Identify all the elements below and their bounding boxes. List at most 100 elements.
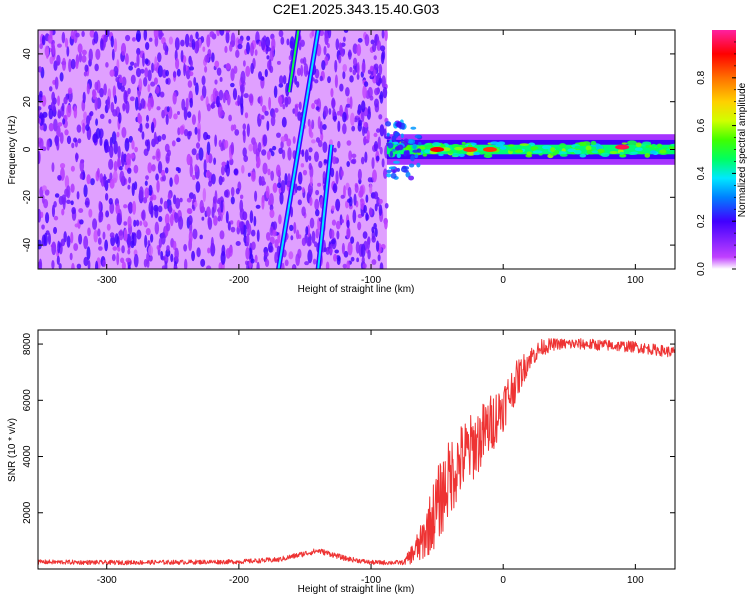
noise-speckle — [300, 64, 304, 77]
transition-speckle — [410, 126, 417, 130]
noise-speckle — [48, 108, 54, 120]
noise-speckle — [322, 141, 328, 154]
noise-speckle — [123, 90, 128, 104]
noise-speckle — [54, 193, 60, 198]
noise-speckle — [307, 249, 313, 264]
carrier-speckle — [627, 140, 637, 146]
noise-speckle — [235, 187, 240, 195]
noise-speckle — [201, 75, 206, 86]
noise-speckle — [379, 91, 384, 104]
carrier-speckle — [515, 145, 523, 151]
transition-speckle — [400, 166, 408, 173]
noise-speckle — [121, 261, 126, 269]
colorbar-label: Normalized spectral amplitude — [737, 82, 748, 217]
noise-speckle — [219, 30, 225, 36]
noise-speckle — [276, 132, 281, 138]
noise-speckle — [166, 106, 170, 113]
noise-speckle — [377, 254, 381, 262]
noise-speckle — [125, 257, 131, 263]
carrier-speckle — [650, 150, 657, 155]
noise-speckle — [173, 265, 178, 269]
noise-speckle — [282, 104, 286, 110]
noise-speckle — [266, 55, 270, 60]
streak — [277, 30, 320, 269]
noise-speckle — [66, 135, 72, 145]
noise-speckle — [113, 38, 118, 53]
noise-speckle — [155, 148, 161, 162]
carrier-speckle — [559, 153, 568, 157]
noise-speckle — [133, 253, 139, 268]
noise-speckle — [197, 128, 201, 142]
noise-speckle — [340, 194, 345, 199]
noise-speckle — [143, 77, 148, 87]
noise-speckle — [328, 108, 332, 115]
noise-speckle — [148, 200, 154, 215]
noise-speckle — [70, 165, 75, 172]
carrier-speckle — [432, 142, 441, 147]
noise-speckle — [125, 100, 130, 114]
colorbar-tick-label: 0.6 — [696, 118, 707, 132]
noise-speckle — [262, 162, 268, 175]
noise-speckle — [378, 63, 383, 76]
noise-speckle — [133, 164, 139, 174]
spectrogram-x-tick-label: -100 — [361, 275, 381, 286]
snr-x-tick-label: 0 — [500, 575, 506, 586]
noise-speckle — [254, 190, 258, 202]
noise-speckle — [161, 133, 167, 141]
noise-speckle — [131, 140, 135, 150]
noise-speckle — [109, 69, 115, 77]
noise-speckle — [342, 71, 346, 80]
snr-y-tick-label: 8000 — [22, 332, 33, 355]
noise-speckle — [86, 83, 90, 95]
noise-speckle — [250, 258, 255, 264]
noise-speckle — [78, 51, 82, 63]
noise-speckle — [147, 102, 151, 108]
noise-speckle — [281, 262, 285, 269]
noise-speckle — [269, 47, 274, 62]
noise-speckle — [272, 182, 278, 193]
noise-speckle — [206, 141, 211, 156]
noise-speckle — [70, 231, 74, 244]
noise-speckle — [270, 151, 275, 157]
noise-speckle — [175, 197, 181, 210]
carrier-speckle — [507, 144, 515, 147]
noise-speckle — [309, 217, 315, 229]
noise-speckle — [342, 123, 347, 135]
noise-speckle — [214, 134, 218, 147]
noise-speckle — [195, 142, 201, 149]
noise-speckle — [154, 207, 159, 219]
carrier-speckle — [567, 148, 577, 153]
snr-x-label: Height of straight line (km) — [298, 584, 415, 595]
carrier-speckle — [447, 149, 454, 155]
noise-speckle — [105, 210, 110, 218]
noise-speckle — [238, 221, 243, 229]
noise-speckle — [339, 104, 343, 117]
noise-speckle — [87, 227, 91, 237]
noise-speckle — [213, 157, 217, 165]
snr-y-tick-label: 6000 — [22, 389, 33, 412]
noise-speckle — [145, 42, 150, 51]
noise-speckle — [221, 161, 227, 167]
noise-speckle — [361, 256, 365, 264]
noise-speckle — [297, 199, 302, 206]
noise-speckle — [207, 216, 211, 227]
noise-speckle — [377, 136, 381, 150]
noise-speckle — [281, 116, 287, 128]
colorbar-tick-label: 0.8 — [696, 70, 707, 84]
noise-speckle — [122, 103, 126, 112]
noise-speckle — [41, 224, 45, 230]
noise-speckle — [245, 247, 250, 260]
noise-speckle — [144, 187, 150, 199]
carrier-speckle — [454, 146, 464, 151]
noise-speckle — [230, 68, 235, 82]
noise-speckle — [195, 181, 201, 193]
noise-speckle — [362, 85, 367, 99]
noise-speckle — [73, 106, 78, 119]
noise-speckle — [209, 31, 215, 38]
noise-speckle — [129, 153, 135, 159]
noise-speckle — [340, 169, 344, 177]
noise-speckle — [137, 127, 143, 132]
noise-speckle — [272, 221, 278, 231]
noise-speckle — [341, 242, 345, 255]
noise-speckle — [58, 263, 62, 269]
